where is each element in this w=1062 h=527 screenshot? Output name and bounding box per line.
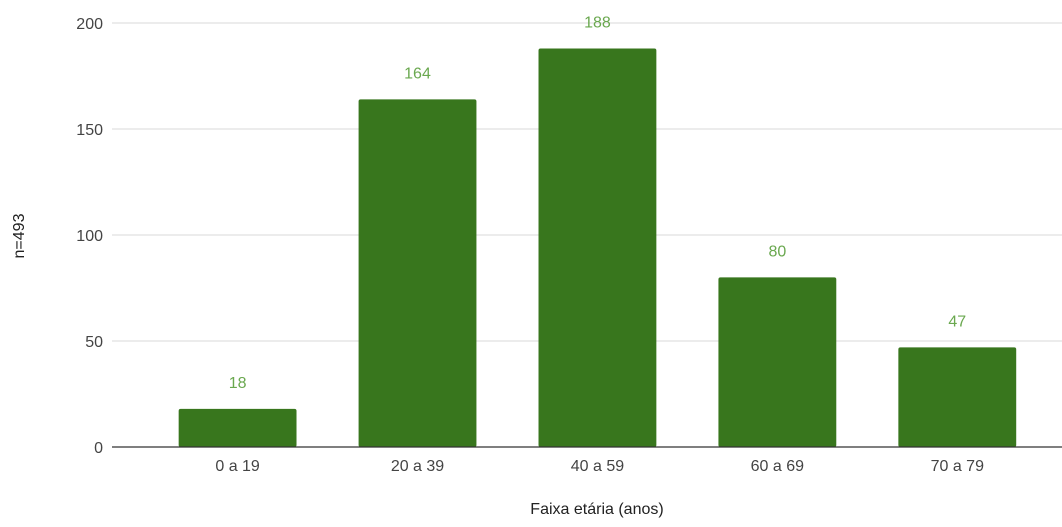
x-tick-label: 70 a 79 [931, 458, 984, 475]
y-tick-label: 0 [94, 440, 103, 457]
data-label: 80 [768, 243, 786, 260]
data-label: 47 [948, 313, 966, 330]
bar [718, 277, 837, 447]
data-labels: 18 164 188 80 47 [229, 14, 967, 391]
x-tick-label: 20 a 39 [391, 458, 444, 475]
x-axis-ticks: 0 a 19 20 a 39 40 a 59 60 a 69 70 a 79 [215, 458, 984, 475]
data-label: 188 [584, 14, 611, 31]
bar [178, 408, 297, 447]
bar [898, 347, 1017, 447]
bar [538, 48, 657, 447]
x-tick-label: 60 a 69 [751, 458, 804, 475]
y-tick-label: 50 [85, 334, 103, 351]
x-tick-label: 0 a 19 [215, 458, 260, 475]
data-label: 164 [404, 65, 431, 82]
bars [178, 48, 1017, 447]
y-axis-ticks: 0 50 100 150 200 [76, 16, 103, 457]
x-axis-title: Faixa etária (anos) [530, 501, 663, 518]
y-tick-label: 100 [76, 228, 103, 245]
x-tick-label: 40 a 59 [571, 458, 624, 475]
y-tick-label: 150 [76, 122, 103, 139]
y-axis-title: n=493 [11, 213, 28, 258]
data-label: 18 [229, 375, 247, 392]
y-tick-label: 200 [76, 16, 103, 33]
bar [358, 99, 477, 447]
